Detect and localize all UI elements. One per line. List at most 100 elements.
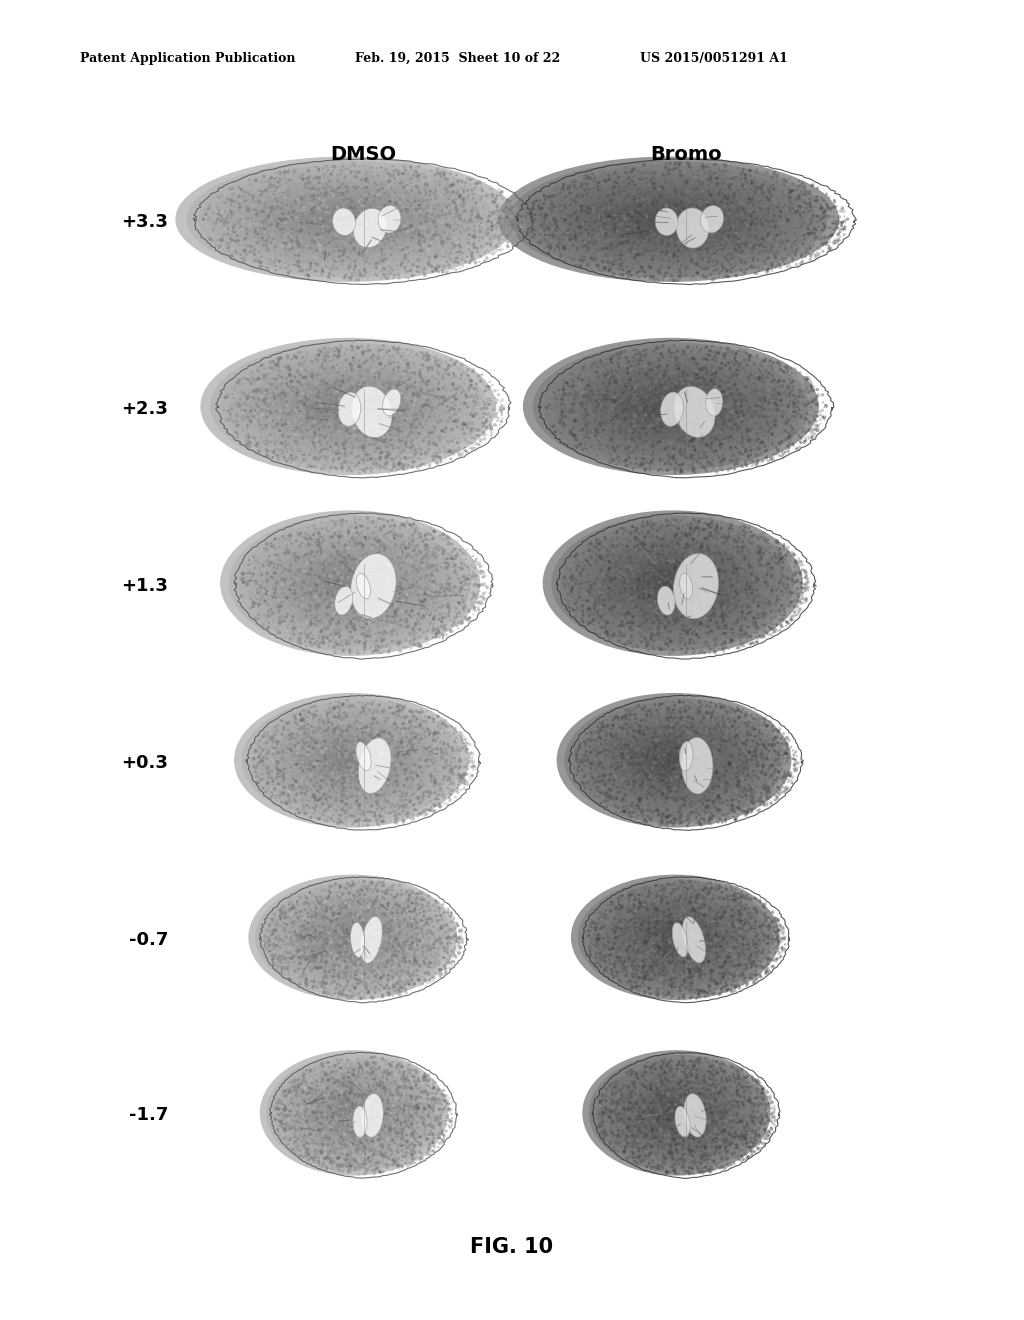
Point [664,743,680,764]
Point [782,737,799,758]
Point [238,182,254,203]
Point [731,909,748,931]
Point [310,1126,327,1147]
Point [349,602,366,623]
Point [441,916,458,937]
Point [617,454,634,475]
Point [466,598,482,619]
Point [318,973,335,994]
Point [632,799,648,820]
Point [663,978,679,999]
Point [315,416,332,437]
Point [347,385,364,407]
Point [676,616,692,638]
Point [436,524,453,545]
Point [786,418,803,440]
Point [760,935,776,956]
Point [751,775,767,796]
Point [570,434,587,455]
Point [743,173,760,194]
Point [682,180,698,201]
Point [416,599,432,620]
Point [278,775,294,796]
Point [585,916,601,937]
Point [568,437,585,458]
Point [654,1144,671,1166]
Point [312,380,329,401]
Point [732,788,749,809]
Point [506,191,522,213]
Point [243,400,259,421]
Point [672,372,688,393]
Point [422,517,438,539]
Point [627,362,643,383]
Point [639,805,655,826]
Point [609,532,626,553]
Point [452,722,468,743]
Point [337,532,353,553]
Point [768,601,784,622]
Point [671,748,687,770]
Point [341,787,357,808]
Point [678,433,694,454]
Point [310,367,327,388]
Point [696,643,713,664]
Point [636,454,652,475]
Point [696,1138,713,1159]
Point [772,384,788,405]
Point [748,775,764,796]
Point [324,1105,340,1126]
Point [642,933,658,954]
Point [782,416,799,437]
Point [365,1105,381,1126]
Point [325,940,341,961]
Point [624,924,640,945]
Point [635,180,651,201]
Point [628,970,644,991]
Point [754,762,770,783]
Point [686,364,702,385]
Point [366,692,382,713]
Point [640,356,656,378]
Point [342,1142,358,1163]
Point [318,882,335,903]
Point [589,755,605,776]
Point [349,743,366,764]
Point [252,224,268,246]
Point [727,453,743,474]
Point [292,403,308,424]
Point [431,611,447,632]
Point [679,871,695,892]
Point [413,725,429,746]
Point [323,785,339,807]
Point [408,975,424,997]
Point [654,404,671,425]
Point [732,734,749,755]
Point [751,211,767,232]
Point [724,1133,740,1154]
Point [604,1111,621,1133]
Point [630,797,646,818]
Point [697,1047,714,1068]
Point [646,590,663,611]
Point [781,426,798,447]
Point [598,238,614,259]
Point [446,445,463,466]
Point [256,380,272,401]
Point [743,1110,760,1131]
Point [725,244,741,265]
Point [316,928,333,949]
Point [379,185,395,206]
Point [745,201,762,222]
Point [604,717,621,738]
Point [737,523,754,544]
Point [307,908,324,929]
Point [397,979,414,1001]
Point [306,446,323,467]
Point [622,1106,638,1127]
Point [420,1094,436,1115]
Point [759,558,775,579]
Point [343,1114,359,1135]
Point [525,227,542,248]
Point [356,1150,373,1171]
